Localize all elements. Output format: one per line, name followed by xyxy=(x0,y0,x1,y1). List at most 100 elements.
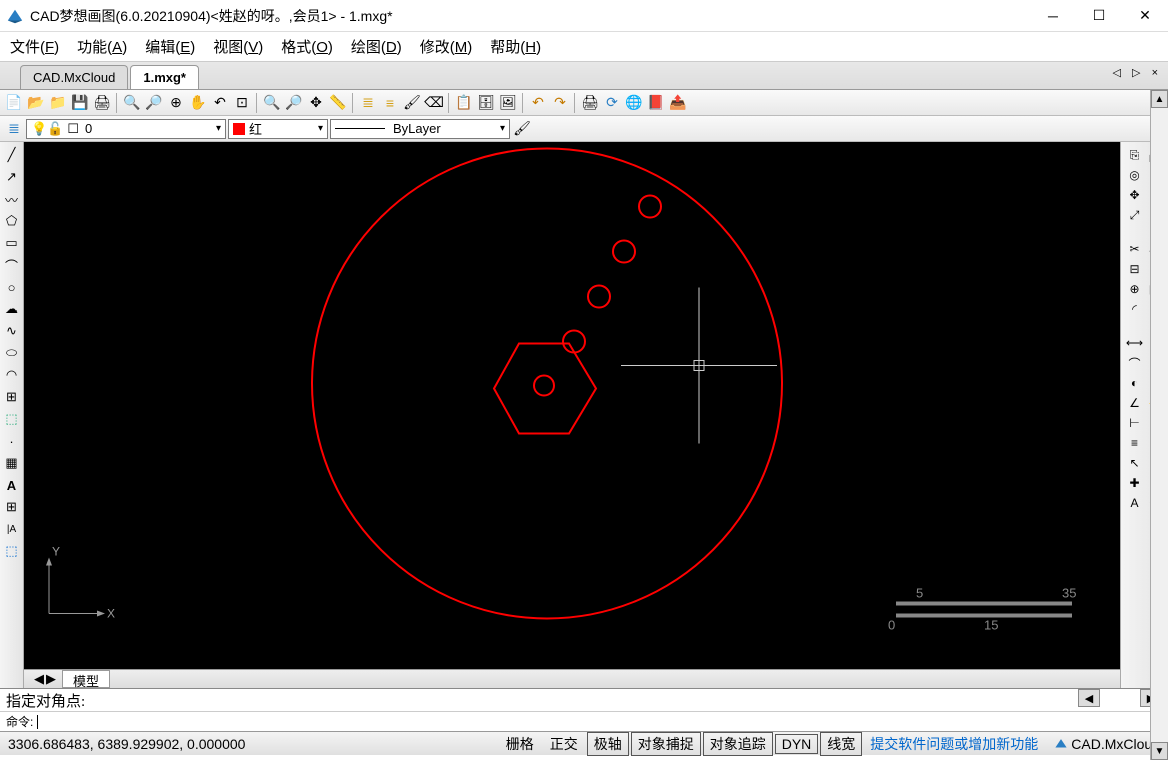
undo-icon[interactable]: ↶ xyxy=(528,93,548,113)
open2-icon[interactable]: 📁 xyxy=(48,93,68,113)
scale-icon[interactable]: ⤢ xyxy=(1126,206,1144,224)
erase-icon[interactable]: ⌫ xyxy=(424,93,444,113)
layer2-icon[interactable]: ≡ xyxy=(380,93,400,113)
pline-icon[interactable]: 〰 xyxy=(3,190,21,208)
center-icon[interactable]: ✚ xyxy=(1126,474,1144,492)
mode-osnap[interactable]: 对象捕捉 xyxy=(631,732,701,756)
rectangle-icon[interactable]: ▭ xyxy=(3,234,21,252)
table-icon[interactable]: ⊞ xyxy=(3,498,21,516)
tabs-nav[interactable]: ◁ ▷ × xyxy=(1113,66,1162,79)
model-nav-right-icon[interactable]: ▶ xyxy=(46,671,56,687)
insert-icon[interactable]: ⊞ xyxy=(3,388,21,406)
open-icon[interactable]: 📂 xyxy=(26,93,46,113)
offset-icon[interactable]: ◎ xyxy=(1126,166,1144,184)
trim-icon[interactable]: ✂ xyxy=(1126,240,1144,258)
region-icon[interactable]: ⬚ xyxy=(3,542,21,560)
zoom-dyn-icon[interactable]: 🔎 xyxy=(284,93,304,113)
tab-file[interactable]: 1.mxg* xyxy=(130,65,199,89)
linetype-combo[interactable]: ByLayer ▾ xyxy=(330,119,510,139)
print-icon[interactable]: 🖨 xyxy=(92,93,112,113)
menu-func[interactable]: 功能(A) xyxy=(77,36,127,57)
spline-icon[interactable]: ∿ xyxy=(3,322,21,340)
model-tab[interactable]: 模型 xyxy=(62,670,110,688)
measure-icon[interactable]: 📏 xyxy=(328,93,348,113)
brush-icon[interactable]: 🖌 xyxy=(402,93,422,113)
vscroll-down-button[interactable]: ▼ xyxy=(1151,742,1168,760)
layer-combo[interactable]: 💡🔓 ☐ 0 ▾ xyxy=(26,119,226,139)
matchprop-icon[interactable]: 🖌 xyxy=(512,119,532,139)
block-icon[interactable]: ⬚ xyxy=(3,410,21,428)
arc-icon[interactable]: ⌒ xyxy=(3,256,21,274)
command-cursor[interactable] xyxy=(37,715,38,729)
menu-draw[interactable]: 绘图(D) xyxy=(351,36,402,57)
redo-icon[interactable]: ↷ xyxy=(550,93,570,113)
dim-rad-icon[interactable]: ◐ xyxy=(1126,374,1144,392)
dim-spc-icon[interactable]: ≡ xyxy=(1126,434,1144,452)
dim-tedit-icon[interactable]: A xyxy=(1126,494,1144,512)
close-button[interactable]: ✕ xyxy=(1122,0,1168,32)
line-icon[interactable]: ╱ xyxy=(3,146,21,164)
plot-icon[interactable]: 🖨 xyxy=(580,93,600,113)
color-combo[interactable]: 红 ▾ xyxy=(228,119,328,139)
copy-tool-icon[interactable]: ⎘ xyxy=(1126,146,1144,164)
polygon-icon[interactable]: ⬠ xyxy=(3,212,21,230)
layer-manager-icon[interactable]: ≣ xyxy=(4,119,24,139)
mode-dyn[interactable]: DYN xyxy=(775,734,819,754)
mode-ortho[interactable]: 正交 xyxy=(543,732,585,756)
ellipse-icon[interactable]: ⬭ xyxy=(3,344,21,362)
dim-bas-icon[interactable]: ⊢ xyxy=(1126,414,1144,432)
move-tool-icon[interactable]: ✥ xyxy=(1126,186,1144,204)
zoom-in-icon[interactable]: 🔍 xyxy=(122,93,142,113)
mode-lweight[interactable]: 线宽 xyxy=(820,732,862,756)
xline-icon[interactable]: ↗ xyxy=(3,168,21,186)
point-icon[interactable]: · xyxy=(3,432,21,450)
drawing-canvas[interactable]: YX535015 xyxy=(24,142,1120,669)
zoom-prev-icon[interactable]: ↶ xyxy=(210,93,230,113)
feedback-link[interactable]: 提交软件问题或增加新功能 xyxy=(870,734,1038,754)
new-icon[interactable]: 📄 xyxy=(4,93,24,113)
dim-ang-icon[interactable]: ∠ xyxy=(1126,394,1144,412)
zoom-realtime-icon[interactable]: 🔍 xyxy=(262,93,282,113)
mode-otrack[interactable]: 对象追踪 xyxy=(703,732,773,756)
mode-grid[interactable]: 栅格 xyxy=(499,732,541,756)
move-icon[interactable]: ✥ xyxy=(306,93,326,113)
menu-file[interactable]: 文件(F) xyxy=(10,36,59,57)
revcloud-icon[interactable]: ☁ xyxy=(3,300,21,318)
fillet-icon[interactable]: ◜ xyxy=(1126,300,1144,318)
join-icon[interactable]: ⊕ xyxy=(1126,280,1144,298)
mode-polar[interactable]: 极轴 xyxy=(587,732,629,756)
menu-modify[interactable]: 修改(M) xyxy=(420,36,473,57)
leader-icon[interactable]: ↖ xyxy=(1126,454,1144,472)
zoom-window-icon[interactable]: 🔎 xyxy=(144,93,164,113)
menu-format[interactable]: 格式(O) xyxy=(281,36,333,57)
minimize-button[interactable]: ─ xyxy=(1030,0,1076,32)
dim-lin-icon[interactable]: ⟷ xyxy=(1126,334,1144,352)
export-icon[interactable]: 📤 xyxy=(668,93,688,113)
menu-edit[interactable]: 编辑(E) xyxy=(145,36,195,57)
menu-help[interactable]: 帮助(H) xyxy=(490,36,541,57)
vscroll-up-button[interactable]: ▲ xyxy=(1151,90,1168,108)
vertical-scrollbar[interactable]: ▲ ▼ xyxy=(1150,90,1168,760)
refresh-icon[interactable]: ⟳ xyxy=(602,93,622,113)
pan-icon[interactable]: ✋ xyxy=(188,93,208,113)
mtext-icon[interactable]: |A xyxy=(3,520,21,538)
menu-view[interactable]: 视图(V) xyxy=(213,36,263,57)
break-icon[interactable]: ⊟ xyxy=(1126,260,1144,278)
circle-icon[interactable]: ○ xyxy=(3,278,21,296)
dim-arc-icon[interactable]: ⌒ xyxy=(1126,354,1144,372)
text-icon[interactable]: A xyxy=(3,476,21,494)
ellipsearc-icon[interactable]: ◠ xyxy=(3,366,21,384)
maximize-button[interactable]: ☐ xyxy=(1076,0,1122,32)
layer-icon[interactable]: ≣ xyxy=(358,93,378,113)
save-icon[interactable]: 💾 xyxy=(70,93,90,113)
tab-cloud[interactable]: CAD.MxCloud xyxy=(20,65,128,89)
model-nav-left-icon[interactable]: ◀ xyxy=(34,671,44,687)
calc-icon[interactable]: 🗄 xyxy=(476,93,496,113)
zoom-extents-icon[interactable]: ⊕ xyxy=(166,93,186,113)
hatch-icon[interactable]: ▦ xyxy=(3,454,21,472)
pdf-icon[interactable]: 📕 xyxy=(646,93,666,113)
props-icon[interactable]: 📋 xyxy=(454,93,474,113)
globe-icon[interactable]: 🌐 xyxy=(624,93,644,113)
image-icon[interactable]: 🖼 xyxy=(498,93,518,113)
hscroll-left-button[interactable]: ◀ xyxy=(1078,689,1100,707)
